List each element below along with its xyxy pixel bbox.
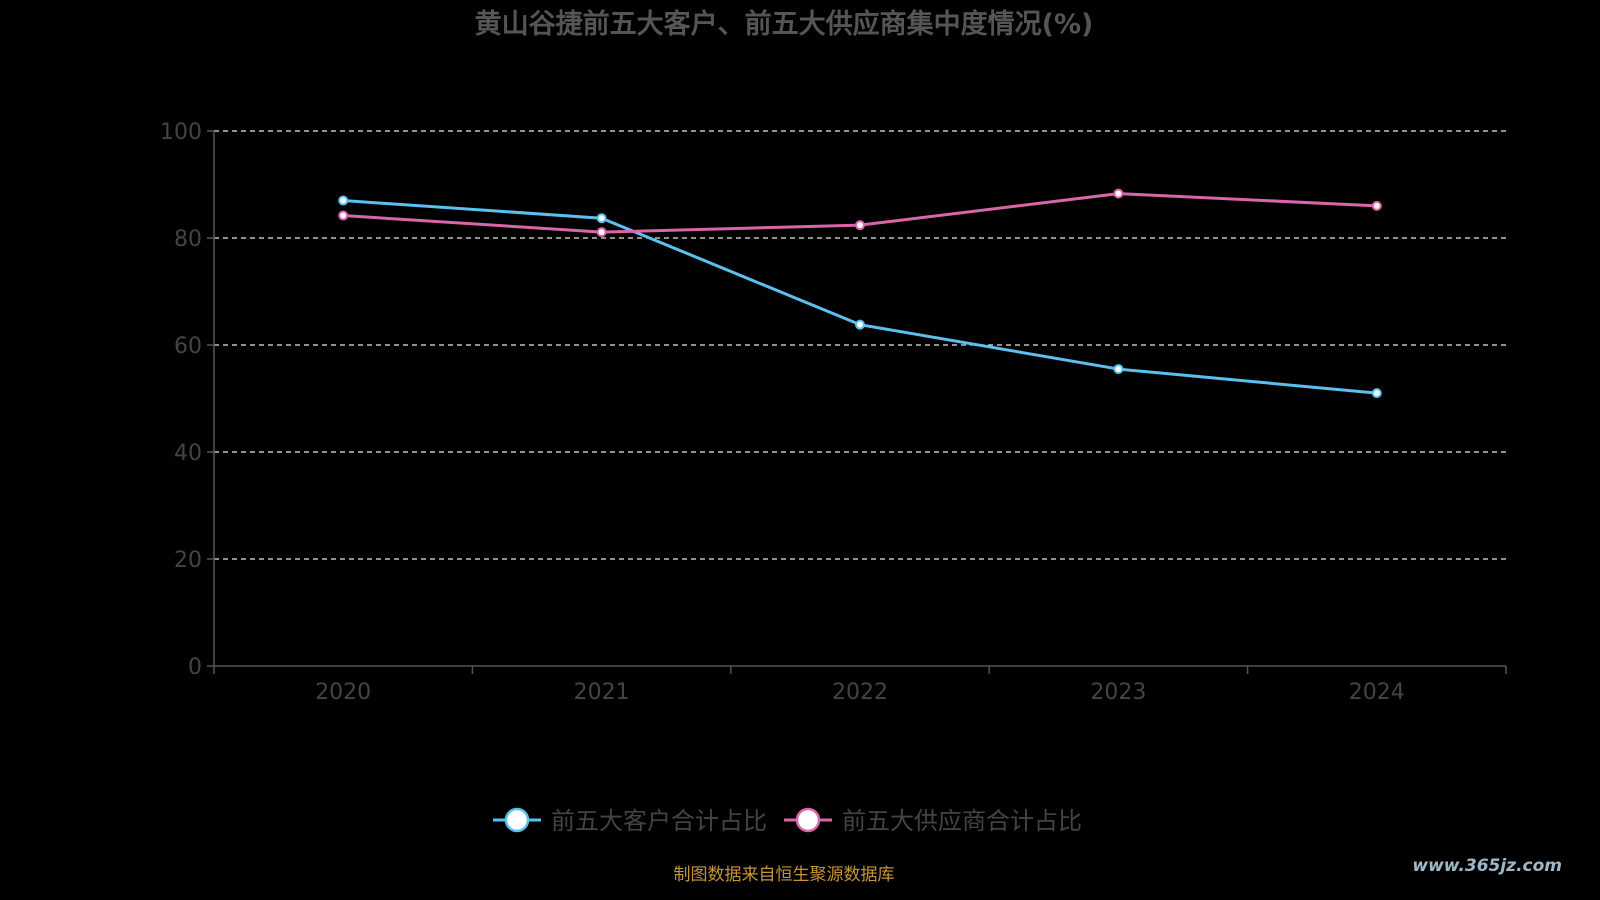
y-tick-label: 40 xyxy=(174,441,202,466)
watermark: www.365jz.com xyxy=(1412,856,1562,876)
legend-label: 前五大供应商合计占比 xyxy=(842,807,1082,835)
data-point xyxy=(596,213,607,224)
x-tick-label: 2023 xyxy=(1090,680,1146,705)
x-tick-label: 2021 xyxy=(574,680,630,705)
data-point xyxy=(855,220,865,231)
line-chart: 0 20 40 60 80 100 2020 2021 2022 2023 2024 前五大客户合计… xyxy=(160,120,1507,835)
chart-title: 黄山谷捷前五大客户、前五大供应商集中度情况(%) xyxy=(474,9,1094,40)
legend-marker xyxy=(795,807,821,833)
data-point xyxy=(1113,188,1124,199)
data-point xyxy=(1113,364,1124,375)
data-point xyxy=(1371,388,1382,399)
data-point xyxy=(596,227,607,238)
legend-item: 前五大客户合计占比 xyxy=(493,807,767,835)
data-source-note: 制图数据来自恒生聚源数据库 xyxy=(673,865,895,885)
legend: 前五大客户合计占比 前五大供应商合计占比 xyxy=(493,807,1082,835)
x-tick-label: 2020 xyxy=(315,680,371,705)
y-tick-label: 100 xyxy=(160,120,202,145)
data-point xyxy=(338,195,349,206)
data-point xyxy=(1371,200,1382,211)
y-tick-label: 80 xyxy=(174,227,202,252)
legend-marker xyxy=(504,807,530,833)
legend-item: 前五大供应商合计占比 xyxy=(784,807,1082,835)
grid-lines xyxy=(214,130,1506,560)
y-tick-label: 0 xyxy=(188,655,202,680)
axes: 0 20 40 60 80 100 2020 2021 2022 2023 2024 xyxy=(160,120,1507,705)
series-lines xyxy=(338,188,1382,399)
y-tick-label: 20 xyxy=(174,548,202,573)
data-point xyxy=(855,319,865,330)
y-tick-label: 60 xyxy=(174,334,202,359)
legend-label: 前五大客户合计占比 xyxy=(551,807,767,835)
data-point xyxy=(338,210,349,221)
x-tick-label: 2022 xyxy=(832,680,888,705)
x-tick-label: 2024 xyxy=(1349,680,1405,705)
